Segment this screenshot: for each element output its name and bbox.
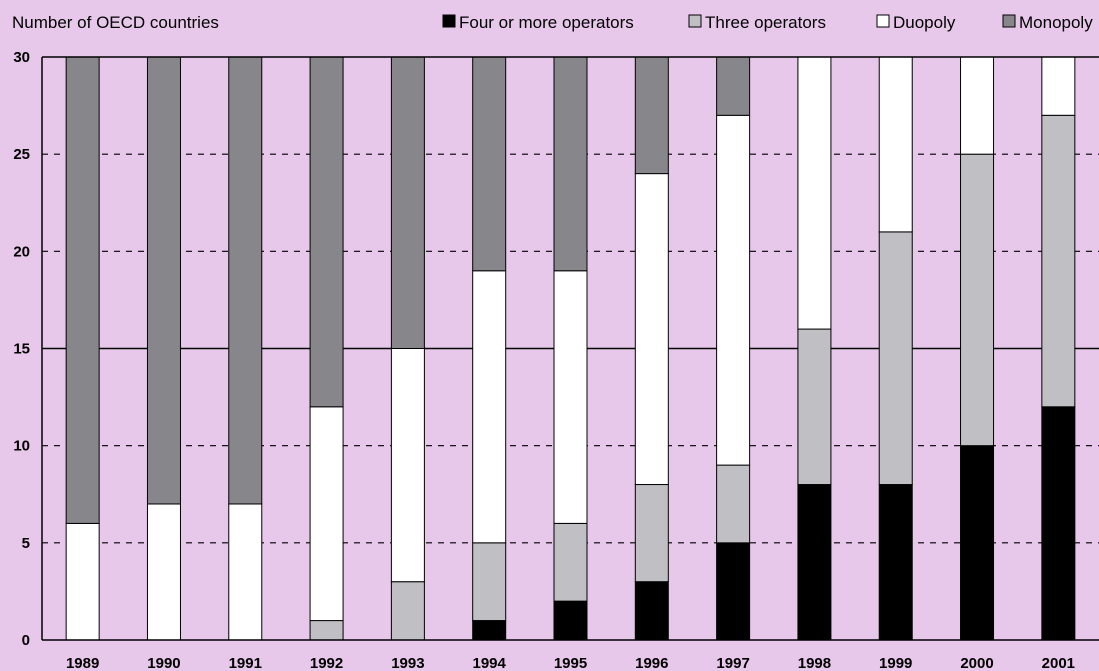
x-tick-label: 1993 [391, 655, 424, 671]
bar-segment [472, 542, 507, 622]
bar-segment [960, 153, 995, 447]
legend: Four or more operators Three operators Duo… [442, 13, 1093, 32]
bar-segment [390, 348, 425, 583]
y-tick-label: 15 [13, 341, 30, 358]
bar-segment [716, 114, 751, 466]
y-tick-label: 10 [13, 438, 30, 455]
bar-segment [309, 406, 344, 622]
bar-segment [390, 581, 425, 641]
bar-segment [472, 270, 507, 544]
bar-segment [634, 173, 669, 486]
x-tick-label: 2001 [1042, 655, 1075, 671]
bar-segment [716, 464, 751, 544]
bar-segment [228, 56, 263, 505]
bar-segment [553, 56, 588, 272]
bar-segment [390, 56, 425, 349]
bar-segment [797, 484, 832, 641]
bar-segment [634, 484, 669, 583]
x-tick-label: 1996 [635, 655, 668, 671]
legend-swatch [442, 14, 456, 28]
legend-label: Duopoly [893, 13, 956, 32]
bar-segment [634, 56, 669, 175]
y-axis-title: Number of OECD countries [12, 13, 219, 32]
bar-segment [1041, 406, 1076, 641]
bar-segment [878, 56, 913, 233]
bar-segment [309, 620, 344, 641]
bar-segment [716, 56, 751, 116]
bar-segment [472, 620, 507, 641]
bar-segment [553, 600, 588, 641]
legend-swatch [1002, 14, 1016, 28]
bars-layer [65, 56, 1076, 641]
bar-segment [1041, 56, 1076, 116]
x-tick-label: 1995 [554, 655, 587, 671]
bar-segment [634, 581, 669, 641]
bar-segment [797, 328, 832, 486]
bar-segment [228, 503, 263, 641]
bar-segment [1041, 114, 1076, 408]
axis-layer: 0 5 10 15 20 25 30 1989 1990 1991 1992 1993 1994 1995… [13, 49, 1099, 671]
x-tick-label: 1999 [879, 655, 912, 671]
legend-swatch [688, 14, 702, 28]
x-tick-label: 1992 [310, 655, 343, 671]
y-tick-label: 30 [13, 49, 30, 66]
x-tick-label: 1998 [798, 655, 831, 671]
bar-segment [65, 522, 100, 641]
x-tick-label: 1989 [66, 655, 99, 671]
legend-label: Monopoly [1019, 13, 1093, 32]
legend-swatch [876, 14, 890, 28]
bar-segment [65, 56, 100, 524]
bar-segment [472, 56, 507, 272]
bar-segment [878, 484, 913, 641]
y-tick-label: 0 [22, 632, 30, 649]
y-tick-label: 5 [22, 535, 30, 552]
bar-segment [960, 56, 995, 155]
x-tick-label: 1994 [473, 655, 507, 671]
bar-segment [960, 445, 995, 641]
y-tick-label: 20 [13, 243, 30, 260]
bar-segment [553, 522, 588, 602]
bar-segment [146, 503, 181, 641]
bar-segment [797, 56, 832, 330]
x-tick-label: 1997 [716, 655, 749, 671]
legend-label: Three operators [705, 13, 826, 32]
legend-label: Four or more operators [459, 13, 634, 32]
y-tick-label: 25 [13, 146, 30, 163]
bar-segment [146, 56, 181, 505]
bar-segment [878, 231, 913, 486]
bar-segment [716, 542, 751, 641]
bar-segment [309, 56, 344, 408]
bar-segment [553, 270, 588, 524]
x-tick-label: 1990 [147, 655, 180, 671]
x-tick-label: 1991 [229, 655, 262, 671]
x-tick-label: 2000 [960, 655, 993, 671]
